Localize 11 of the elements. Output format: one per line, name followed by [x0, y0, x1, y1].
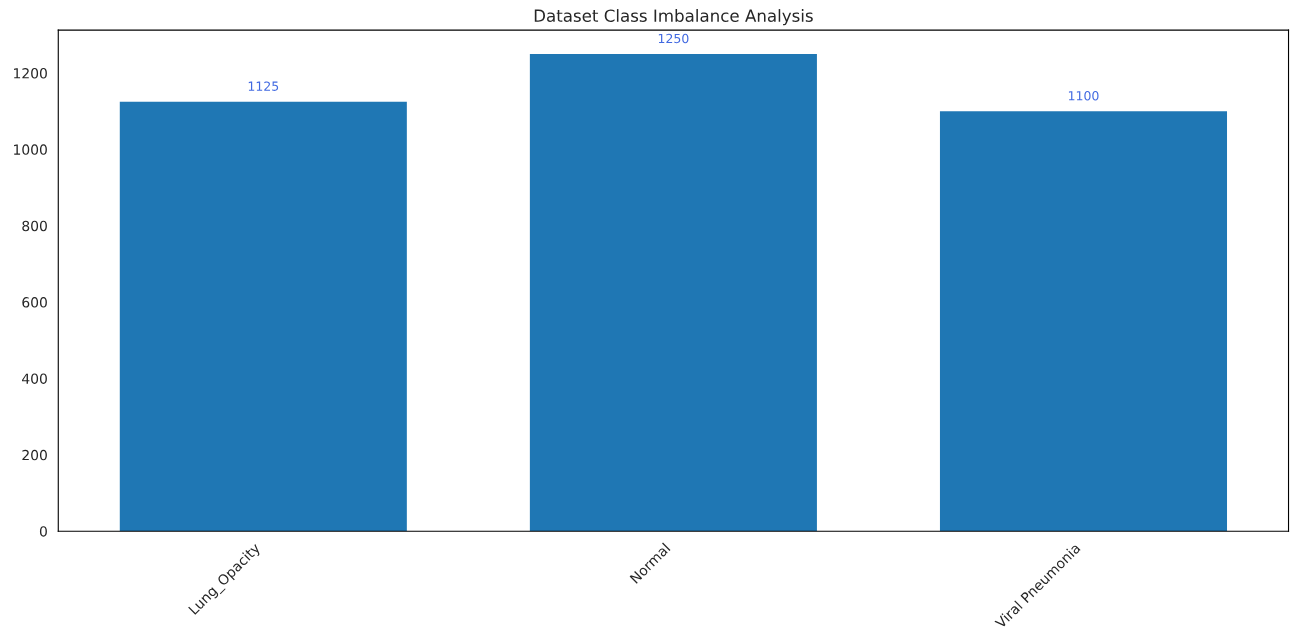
chart-title: Dataset Class Imbalance Analysis [534, 9, 813, 26]
y-tick-label: 200 [22, 449, 47, 461]
y-tick-label: 800 [22, 220, 47, 232]
data-label: 1100 [1068, 91, 1099, 101]
data-label: 1125 [248, 81, 279, 91]
y-tick-label: 0 [39, 526, 47, 537]
y-tick-label: 1000 [14, 144, 47, 155]
y-tick-label: 1200 [14, 68, 47, 79]
y-tick-label: 600 [22, 297, 47, 308]
data-label: 1250 [658, 33, 689, 44]
y-tick-label: 400 [22, 373, 47, 384]
